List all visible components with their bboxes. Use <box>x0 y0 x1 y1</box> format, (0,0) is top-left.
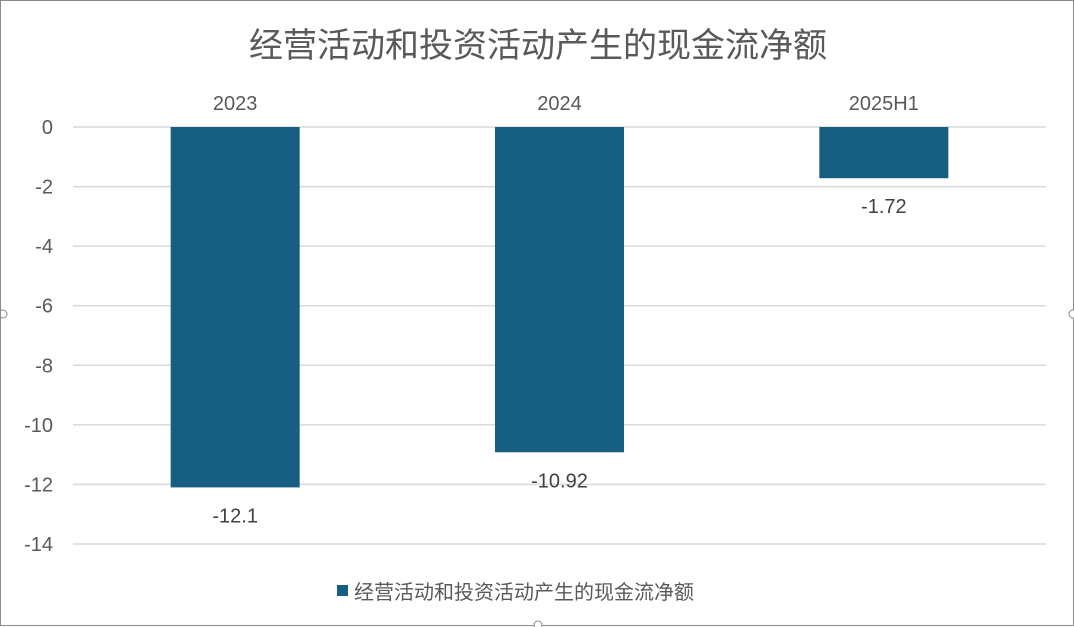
category-label: 2025H1 <box>849 93 919 115</box>
data-label: -10.92 <box>531 470 588 492</box>
category-labels: 2023 2024 2025H1 <box>213 93 919 115</box>
legend: 经营活动和投资活动产生的现金流净额 <box>337 580 694 604</box>
chart-title: 经营活动和投资活动产生的现金流净额 <box>249 26 827 66</box>
category-label: 2024 <box>537 93 582 115</box>
data-label: -1.72 <box>861 196 907 218</box>
y-tick-label: -8 <box>35 355 53 377</box>
left-resize-handle[interactable] <box>1 309 8 319</box>
y-tick-label: -2 <box>35 177 53 199</box>
data-labels: -12.1 -10.92 -1.72 <box>212 196 906 527</box>
selection-handles <box>1 309 1074 627</box>
bar[interactable] <box>819 127 949 179</box>
legend-swatch <box>337 585 348 596</box>
bar[interactable] <box>170 127 300 488</box>
y-tick-label: -14 <box>24 534 53 556</box>
category-label: 2023 <box>213 93 258 115</box>
y-tick-label: -10 <box>24 415 53 437</box>
data-label: -12.1 <box>212 505 258 527</box>
y-tick-label: -4 <box>35 236 53 258</box>
right-resize-handle[interactable] <box>1068 309 1074 319</box>
legend-label: 经营活动和投资活动产生的现金流净额 <box>354 580 694 604</box>
y-tick-label: 0 <box>42 117 53 139</box>
y-tick-label: -6 <box>35 296 53 318</box>
y-tick-label: -12 <box>24 474 53 496</box>
y-axis-tick-labels: 0 -2 -4 -6 -8 -10 -12 -14 <box>24 117 53 556</box>
bar[interactable] <box>495 127 624 453</box>
bars <box>170 127 949 488</box>
bottom-resize-handle[interactable] <box>533 620 543 627</box>
